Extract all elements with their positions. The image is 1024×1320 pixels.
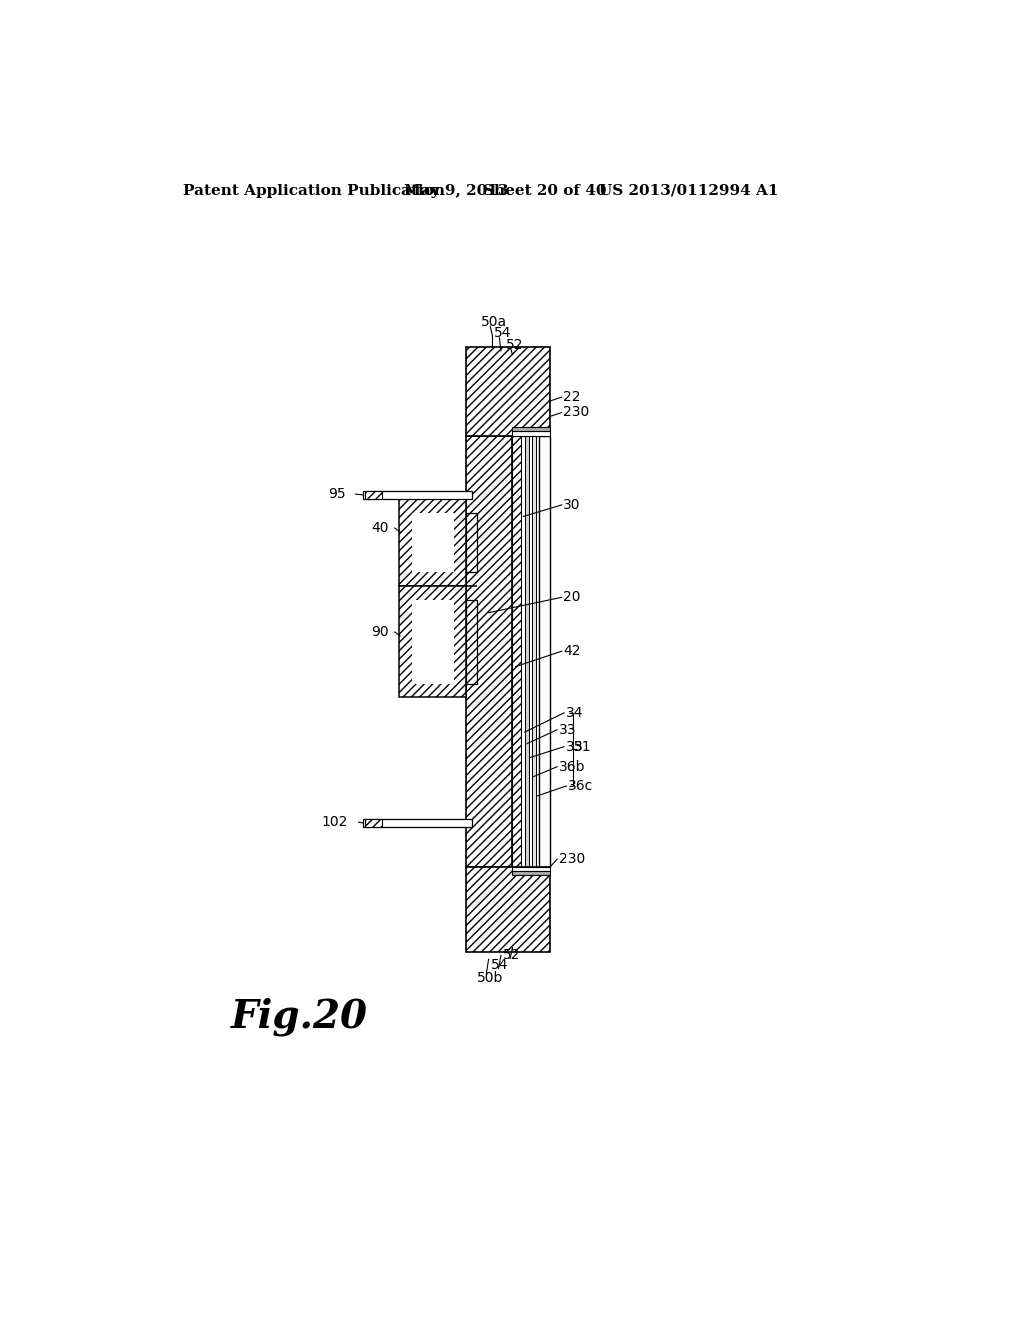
Text: 31: 31: [574, 741, 592, 755]
Text: Sheet 20 of 40: Sheet 20 of 40: [483, 183, 606, 198]
Bar: [512, 867, 550, 871]
Bar: [466, 867, 550, 952]
Text: 40: 40: [371, 521, 388, 535]
Bar: [466, 599, 477, 684]
Bar: [512, 436, 521, 867]
Bar: [512, 428, 550, 430]
Text: 30: 30: [563, 498, 581, 512]
Bar: [398, 499, 466, 586]
Text: Patent Application Publication: Patent Application Publication: [183, 183, 444, 198]
Text: 35: 35: [565, 739, 583, 754]
Text: 36b: 36b: [559, 760, 585, 774]
Bar: [398, 586, 466, 697]
Text: 36c: 36c: [568, 779, 593, 793]
Bar: [466, 512, 477, 572]
Bar: [413, 512, 454, 572]
Text: 230: 230: [563, 405, 590, 420]
Text: 50b: 50b: [477, 972, 504, 986]
Text: 52: 52: [503, 948, 520, 962]
Text: 95: 95: [329, 487, 346, 502]
Bar: [512, 432, 550, 436]
Text: 20: 20: [563, 590, 581, 605]
Bar: [528, 436, 531, 867]
Bar: [466, 436, 512, 867]
Text: 22: 22: [563, 391, 581, 404]
Text: Fig.20: Fig.20: [230, 998, 368, 1036]
Text: May 9, 2013: May 9, 2013: [403, 183, 508, 198]
Text: 42: 42: [563, 644, 581, 659]
Bar: [512, 871, 550, 875]
Bar: [521, 436, 525, 867]
Bar: [540, 436, 550, 867]
Text: 54: 54: [490, 958, 509, 973]
Bar: [364, 818, 472, 826]
Text: 34: 34: [565, 706, 583, 719]
Bar: [365, 491, 382, 499]
Text: 90: 90: [371, 624, 388, 639]
Bar: [364, 491, 472, 499]
Bar: [531, 436, 536, 867]
Text: 50a: 50a: [481, 314, 507, 329]
Text: US 2013/0112994 A1: US 2013/0112994 A1: [599, 183, 778, 198]
Bar: [413, 599, 454, 684]
Bar: [466, 347, 550, 436]
Bar: [365, 818, 382, 826]
Bar: [536, 436, 540, 867]
Bar: [524, 436, 528, 867]
Text: 54: 54: [494, 326, 512, 341]
Text: 52: 52: [506, 338, 523, 351]
Text: 102: 102: [322, 816, 348, 829]
Text: 33: 33: [559, 723, 577, 737]
Text: 230: 230: [559, 853, 585, 866]
